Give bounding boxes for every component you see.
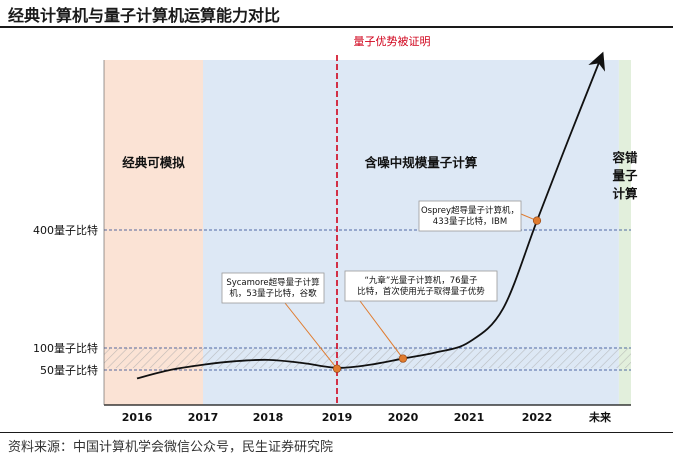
callout-box-2: [418, 200, 522, 232]
title-divider: [0, 26, 673, 28]
region-label-ftqc-line-1: 量子: [612, 168, 638, 183]
region-bg-1: [203, 60, 619, 405]
callout-leader-1: [359, 300, 404, 359]
callout-text-1-1: 比特，首次使用光子取得量子优势: [357, 286, 485, 297]
regions-layer: [104, 60, 631, 405]
callout-text-2-1: 433量子比特，IBM: [433, 216, 507, 227]
x-tick-label-2: 2018: [253, 411, 284, 424]
region-label-nisq: 含噪中规模量子计算: [364, 155, 478, 170]
page-title: 经典计算机与量子计算机运算能力对比: [8, 6, 281, 25]
callout-text-1-0: “九章”光量子计算机，76量子: [364, 275, 478, 286]
callout-text-0-1: 机，53量子比特，谷歌: [229, 288, 317, 299]
hatched-band: [104, 348, 631, 368]
callout-box-1: [344, 270, 498, 302]
milestone-point-1: [398, 354, 408, 363]
region-bg-0: [104, 60, 203, 405]
region-label-ftqc-line-2: 计算: [612, 186, 638, 201]
x-tick-label-6: 2022: [522, 411, 553, 424]
x-tick-label-5: 2021: [454, 411, 485, 424]
x-tick-label-1: 2017: [188, 411, 219, 424]
source-note: 资料来源：中国计算机学会微信公众号，民生证券研究院: [8, 440, 334, 455]
quantum-advantage-label: 量子优势被证明: [354, 35, 431, 48]
x-tick-label-7: 未来: [588, 410, 612, 424]
callout-box-0: [221, 272, 325, 304]
x-tick-label-4: 2020: [388, 411, 419, 424]
points-layer: [332, 216, 542, 373]
callout-leader-0: [284, 302, 338, 369]
region-label-classical: 经典可模拟: [122, 155, 185, 170]
region-label-ftqc-line-0: 容错: [611, 150, 638, 165]
callout-text-2-0: Osprey超导量子计算机，: [421, 205, 519, 216]
y-tick-label-400: 400量子比特: [33, 223, 98, 237]
y-tick-label-50: 50量子比特: [40, 363, 98, 377]
region-bg-2: [618, 60, 631, 405]
hatch-layer: [104, 348, 631, 368]
y-tick-label-100: 100量子比特: [33, 341, 98, 355]
x-tick-label-3: 2019: [322, 411, 353, 424]
x-tick-label-0: 2016: [122, 411, 153, 424]
source-divider: [0, 432, 673, 433]
axis-layer: [103, 60, 631, 406]
milestone-point-2: [532, 216, 542, 225]
milestone-point-0: [332, 364, 342, 373]
callout-text-0-0: Sycamore超导量子计算: [226, 277, 320, 288]
